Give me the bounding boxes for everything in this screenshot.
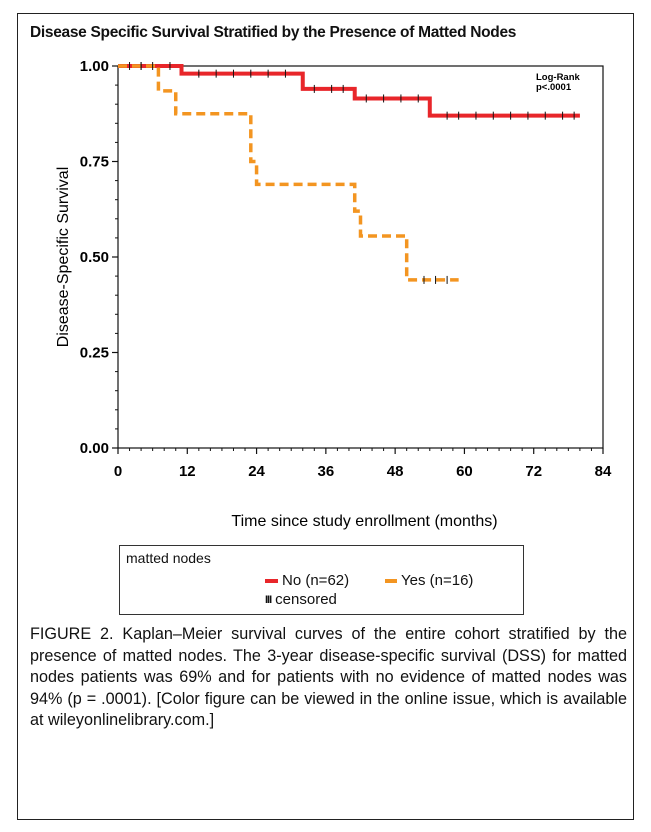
y-axis-label: Disease-Specific Survival	[55, 167, 72, 348]
y-tick-label: 0.25	[80, 345, 109, 362]
x-tick-label: 0	[114, 463, 122, 480]
y-tick-label: 0.75	[80, 154, 109, 171]
legend: matted nodes No (n=62) Yes (n=16) III ce…	[119, 545, 524, 615]
legend-label-yes: Yes (n=16)	[401, 572, 474, 589]
y-tick-label: 1.00	[80, 58, 109, 75]
caption-label: FIGURE 2.	[30, 625, 114, 643]
chart-axes: 0.00 0.25 0.50 0.75 1.00 0 12 24 36 48 60 72 84	[80, 58, 612, 480]
x-tick-label: 72	[525, 463, 542, 480]
legend-item-censored: III censored	[265, 591, 337, 608]
x-tick-label: 84	[595, 463, 612, 480]
x-tick-label: 24	[248, 463, 265, 480]
legend-item-no: No (n=62)	[265, 572, 349, 589]
series-line-yes	[118, 64, 459, 282]
legend-label-no: No (n=62)	[282, 572, 350, 589]
y-tick-label: 0.00	[80, 440, 109, 457]
legend-label-censored: censored	[275, 591, 337, 608]
series-line-no	[118, 64, 580, 118]
plot-frame	[117, 65, 604, 449]
p-value-label: p<.0001	[536, 82, 572, 93]
figure-frame	[17, 13, 634, 820]
legend-item-yes: Yes (n=16)	[385, 572, 473, 589]
chart-title: Disease Specific Survival Stratified by …	[30, 24, 517, 41]
x-tick-label: 12	[179, 463, 196, 480]
legend-swatch-yes	[385, 578, 397, 583]
censor-icon: III	[265, 593, 272, 606]
caption-text: Kaplan–Meier survival curves of the enti…	[30, 625, 628, 729]
y-tick-label: 0.50	[80, 249, 109, 266]
legend-swatch-no	[265, 578, 278, 583]
figure-caption: FIGURE 2. Kaplan–Meier survival curves o…	[30, 624, 627, 732]
legend-title: matted nodes	[126, 550, 211, 566]
x-tick-label: 60	[456, 463, 473, 480]
x-axis-label: Time since study enrollment (months)	[231, 513, 497, 530]
x-tick-label: 36	[318, 463, 335, 480]
survival-curves	[118, 64, 580, 282]
censor-marks	[129, 62, 575, 284]
x-tick-label: 48	[387, 463, 404, 480]
logrank-label: Log-Rank	[536, 72, 581, 83]
